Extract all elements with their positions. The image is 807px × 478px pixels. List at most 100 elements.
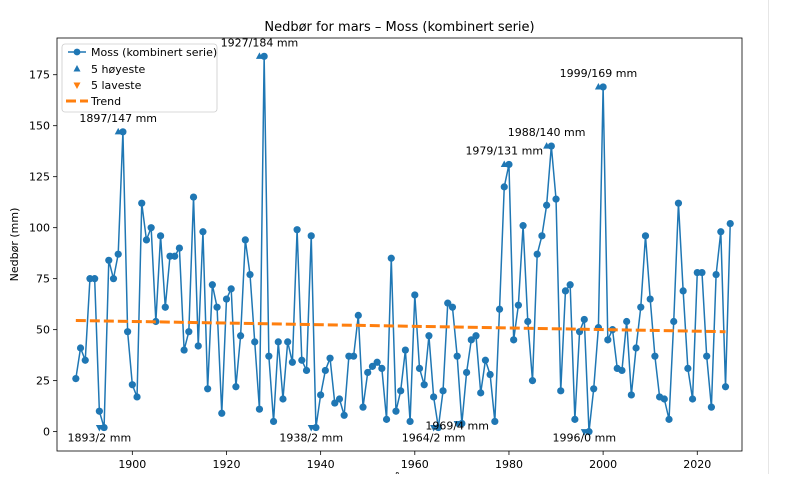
bottom5-label: 1969/4 mm [425, 419, 489, 432]
data-point [241, 236, 249, 244]
data-point [439, 387, 447, 395]
legend-label-top: 5 høyeste [91, 63, 146, 76]
data-point [255, 405, 264, 413]
legend-label-trend: Trend [90, 95, 121, 108]
legend-label-bottom: 5 laveste [91, 79, 142, 92]
top5-marker [255, 52, 263, 59]
data-point [138, 199, 146, 207]
data-point [349, 352, 358, 360]
data-point [251, 338, 259, 346]
legend-box [61, 43, 218, 113]
data-point [557, 387, 565, 395]
top5-label: 1999/169 mm [560, 67, 638, 80]
data-point [566, 281, 574, 289]
y-tick-label: 125 [29, 171, 50, 184]
data-point [208, 281, 216, 289]
bottom5-label: 1964/2 mm [402, 432, 466, 445]
data-point [495, 305, 504, 313]
data-point [321, 366, 329, 375]
data-point [199, 228, 207, 236]
data-point [213, 303, 221, 311]
y-tick-label: 150 [29, 120, 50, 133]
data-point [185, 328, 193, 336]
data-point [161, 303, 169, 311]
y-tick-label: 175 [29, 69, 50, 82]
bottom5-marker [453, 420, 461, 428]
data-point [378, 364, 386, 372]
data-point [293, 226, 301, 234]
data-point [326, 354, 334, 362]
data-point [222, 295, 231, 303]
legend-label-series: Moss (kombinert serie) [91, 46, 217, 59]
data-point [133, 393, 141, 401]
data-point [312, 423, 320, 432]
bottom5-label: 1938/2 mm [279, 432, 343, 445]
data-point [354, 311, 362, 319]
window-edge-divider [768, 0, 769, 474]
bottom5-marker [430, 425, 438, 432]
data-point [124, 328, 132, 336]
data-point [670, 317, 678, 326]
data-point [552, 195, 560, 203]
y-tick-label: 75 [36, 273, 50, 286]
data-point [717, 228, 725, 236]
y-tick-label: 0 [43, 426, 50, 439]
data-point [660, 395, 668, 403]
data-point [415, 364, 424, 372]
data-point [547, 142, 555, 150]
legend-top-marker [73, 65, 81, 72]
data-point [618, 366, 626, 375]
data-point [95, 407, 103, 415]
bottom5-label: 1893/2 mm [68, 432, 132, 445]
data-point [665, 415, 673, 423]
data-point [364, 368, 372, 377]
data-point [533, 250, 541, 258]
data-point [684, 364, 692, 372]
data-point [298, 356, 306, 364]
data-point [105, 256, 113, 264]
data-point [514, 301, 522, 309]
data-point [524, 317, 532, 326]
data-point [491, 417, 499, 426]
data-point [604, 336, 612, 344]
x-tick-label: 1960 [401, 458, 429, 471]
data-point [632, 344, 640, 352]
data-point [171, 252, 179, 260]
data-point [561, 287, 570, 295]
data-point [288, 358, 296, 366]
plot-frame [56, 37, 743, 452]
data-point [477, 389, 485, 397]
data-point [500, 183, 508, 191]
top5-marker [500, 160, 508, 167]
data-point [646, 295, 654, 303]
bottom5-label: 1996/0 mm [552, 432, 616, 445]
data-point [472, 332, 480, 340]
data-point [340, 411, 348, 419]
data-point [580, 315, 588, 324]
series-line [75, 56, 731, 432]
data-point [109, 275, 118, 283]
top5-marker [114, 127, 122, 135]
data-point [411, 291, 419, 299]
data-point [462, 368, 471, 377]
data-point [651, 352, 659, 360]
x-tick-label: 1940 [307, 458, 335, 471]
top5-marker [543, 142, 551, 149]
data-point [726, 219, 734, 228]
data-point [100, 423, 108, 432]
data-point [519, 222, 527, 230]
data-point [232, 383, 240, 391]
bottom5-marker [580, 429, 588, 436]
data-point [486, 370, 494, 379]
x-tick-label: 2000 [589, 458, 617, 471]
data-point [543, 201, 551, 209]
data-point [194, 342, 202, 350]
bottom5-marker [307, 425, 315, 432]
data-point [359, 403, 367, 411]
data-point [453, 352, 461, 360]
data-point [81, 356, 89, 364]
data-point [175, 244, 184, 252]
data-point [218, 409, 226, 417]
data-point [114, 250, 122, 258]
